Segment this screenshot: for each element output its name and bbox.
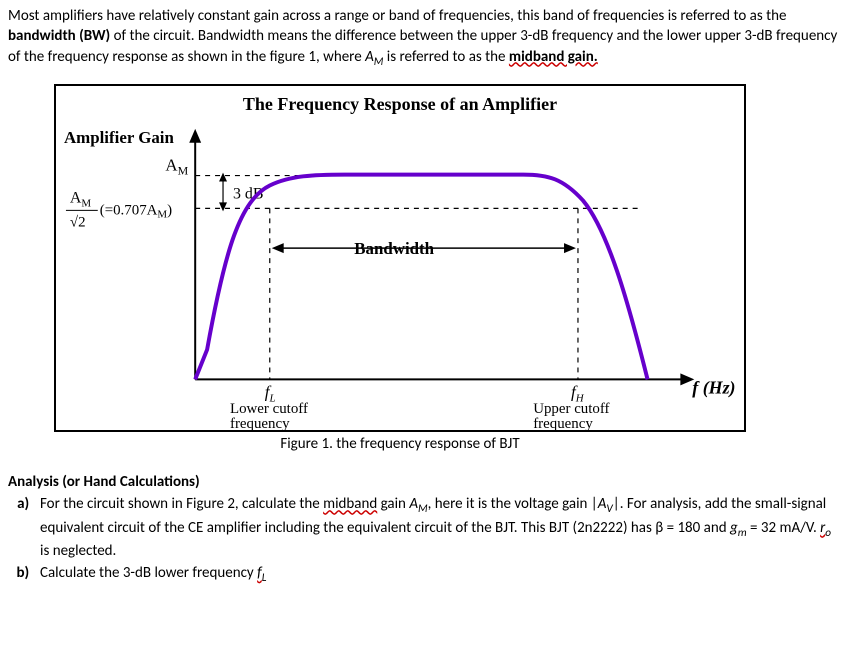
bandwidth-term: bandwidth (BW) bbox=[8, 27, 110, 45]
axes bbox=[189, 129, 694, 386]
frequency-response-chart: 3 dB Bandwidth Amplifier Gain AM bbox=[56, 120, 744, 430]
question-b: Calculate the 3-dB lower frequency fL bbox=[36, 563, 843, 586]
ro-squiggle: ro bbox=[820, 519, 831, 537]
midband-squiggle: midband bbox=[323, 495, 377, 513]
figure-caption: Figure 1. the frequency response of BJT bbox=[54, 434, 746, 454]
lower-cutoff-label2: frequency bbox=[230, 416, 290, 430]
figure-container: The Frequency Response of an Amplifier 3… bbox=[54, 84, 746, 455]
intro-text: Most amplifiers have relatively constant… bbox=[8, 7, 677, 25]
midband-term: midband gain. bbox=[509, 48, 598, 66]
svg-text:(=0.707AM): (=0.707AM) bbox=[100, 202, 172, 220]
upper-cutoff-label: Upper cutoff bbox=[533, 401, 609, 417]
intro-text: of the circuit. Bandwidth means the diff… bbox=[110, 27, 548, 45]
figure-title: The Frequency Response of an Amplifier bbox=[56, 86, 744, 120]
am-sqrt2-label: AM √2 (=0.707AM) bbox=[66, 189, 172, 230]
question-a: For the circuit shown in Figure 2, calcu… bbox=[36, 494, 843, 561]
question-list: For the circuit shown in Figure 2, calcu… bbox=[8, 494, 843, 586]
bandwidth-label: Bandwidth bbox=[354, 239, 434, 258]
lower-cutoff-label: Lower cutoff bbox=[230, 401, 308, 417]
y-axis-title: Amplifier Gain bbox=[64, 128, 175, 147]
intro-text: referred to as the bbox=[400, 48, 509, 66]
three-db-arrow: 3 dB bbox=[219, 173, 263, 212]
am-subscript: M bbox=[374, 55, 384, 69]
intro-paragraph: Most amplifiers have relatively constant… bbox=[8, 6, 843, 70]
figure-border: The Frequency Response of an Amplifier 3… bbox=[54, 84, 746, 432]
intro-text: referred to as the bbox=[680, 7, 786, 25]
analysis-heading: Analysis (or Hand Calculations) bbox=[8, 472, 843, 492]
upper-cutoff-label2: frequency bbox=[533, 416, 593, 430]
svg-text:√2: √2 bbox=[70, 214, 86, 230]
am-symbol: A bbox=[365, 48, 374, 66]
x-axis-title: f (Hz) bbox=[692, 377, 735, 398]
bandwidth-arrow: Bandwidth bbox=[272, 239, 576, 258]
svg-text:AM: AM bbox=[70, 189, 91, 209]
am-label: AM bbox=[165, 156, 188, 178]
response-curve bbox=[195, 175, 647, 380]
fl-squiggle: fL bbox=[257, 564, 266, 582]
intro-text: is bbox=[383, 48, 396, 66]
